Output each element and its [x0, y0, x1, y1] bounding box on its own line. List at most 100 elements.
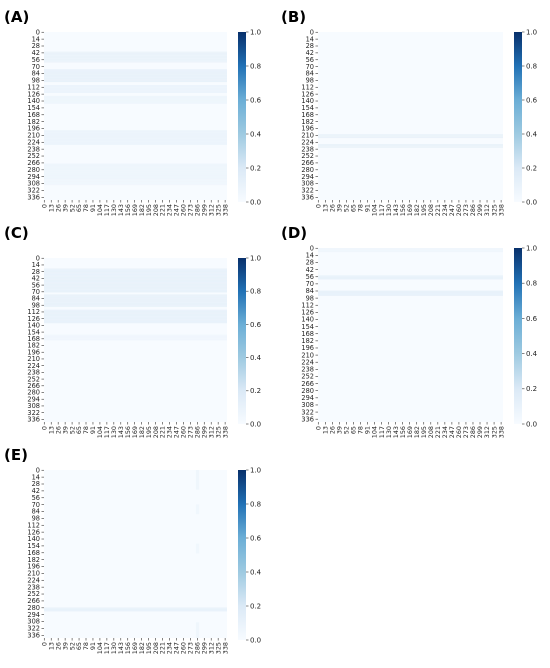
x-tick-label: 65	[75, 426, 83, 434]
x-tick-label: 299	[476, 426, 484, 438]
x-tick-label: 260	[455, 426, 463, 438]
x-tick-label: 78	[357, 204, 365, 212]
y-tick-label: 210	[301, 351, 314, 359]
x-tick-label: 52	[68, 426, 76, 434]
y-tick-label: 70	[32, 63, 40, 71]
heatmap-column-segment	[195, 543, 200, 554]
y-tick-label: 336	[27, 416, 40, 424]
y-tick-label: 140	[27, 322, 40, 330]
y-tick-label: 322	[27, 187, 40, 195]
x-tick-label: 143	[392, 204, 400, 216]
y-tick-label: 112	[27, 521, 40, 529]
x-tick-label: 117	[378, 204, 386, 216]
heatmap-band	[44, 607, 227, 612]
y-tick-label: 238	[27, 369, 40, 377]
x-tick-label: 26	[54, 426, 62, 434]
y-tick-label: 196	[27, 563, 40, 571]
x-tick-label: 13	[322, 426, 330, 434]
heatmap-panel: (B)0142842567084981121261401541681821962…	[281, 8, 538, 216]
y-tick-label: 322	[27, 625, 40, 633]
y-tick-label: 252	[27, 375, 40, 383]
y-tick-label: 0	[310, 244, 314, 252]
colorbar-tick-label: 0.2	[526, 385, 537, 393]
y-tick-label: 294	[301, 394, 314, 402]
heatmap-column-segment	[195, 504, 200, 515]
x-tick-label: 234	[166, 642, 174, 654]
y-tick-label: 0	[36, 254, 40, 262]
x-tick-label: 117	[378, 426, 386, 438]
y-tick-label: 70	[32, 288, 40, 296]
y-tick-label: 154	[27, 328, 40, 336]
x-tick-label: 52	[343, 426, 351, 434]
x-tick-label: 91	[89, 204, 97, 212]
y-tick-label: 126	[301, 309, 314, 317]
heatmap-band	[318, 275, 503, 280]
y-tick-label: 210	[27, 570, 40, 578]
y-tick-label: 294	[27, 173, 40, 181]
x-tick-label: 234	[166, 426, 174, 438]
y-tick-label: 56	[32, 494, 40, 502]
y-tick-label: 224	[27, 576, 40, 584]
y-tick-label: 70	[306, 63, 314, 71]
colorbar-tick-label: 1.0	[250, 28, 261, 36]
y-tick-label: 98	[32, 301, 40, 309]
x-tick-label: 39	[336, 204, 344, 212]
x-tick-label: 0	[40, 642, 48, 646]
colorbar	[238, 32, 246, 202]
x-tick-label: 234	[166, 204, 174, 216]
y-tick-label: 266	[301, 159, 314, 167]
x-tick-label: 195	[420, 426, 428, 438]
y-tick-label: 14	[32, 473, 40, 481]
y-tick-label: 280	[27, 604, 40, 612]
x-tick-label: 286	[469, 426, 477, 438]
y-tick-label: 42	[32, 275, 40, 283]
y-tick-label: 224	[27, 362, 40, 370]
x-tick-label: 91	[364, 426, 372, 434]
x-tick-label: 143	[117, 204, 125, 216]
x-tick-label: 247	[448, 204, 456, 216]
colorbar-tick-label: 0.6	[526, 315, 538, 323]
y-tick-label: 252	[27, 152, 40, 160]
x-tick-label: 91	[89, 426, 97, 434]
x-tick-label: 182	[138, 642, 146, 654]
x-tick-label: 0	[40, 426, 48, 430]
colorbar-tick-label: 0.4	[526, 350, 538, 358]
colorbar-tick-label: 1.0	[250, 466, 261, 474]
y-tick-label: 28	[306, 259, 314, 267]
x-tick-label: 299	[200, 426, 208, 438]
y-tick-label: 126	[27, 528, 40, 536]
y-tick-label: 84	[32, 508, 40, 516]
x-tick-label: 78	[357, 426, 365, 434]
x-tick-label: 195	[145, 642, 153, 654]
x-tick-label: 273	[462, 426, 470, 438]
x-tick-label: 221	[159, 204, 167, 216]
x-tick-label: 143	[117, 642, 125, 654]
y-tick-label: 112	[301, 83, 314, 91]
x-tick-label: 247	[173, 426, 181, 438]
y-tick-label: 196	[301, 125, 314, 133]
heatmap-band	[44, 309, 227, 324]
y-tick-label: 336	[27, 631, 40, 639]
x-tick-label: 195	[420, 204, 428, 216]
y-tick-label: 280	[301, 387, 314, 395]
x-tick-label: 338	[221, 642, 229, 654]
y-tick-label: 182	[27, 118, 40, 126]
y-tick-label: 14	[32, 261, 40, 269]
panel-label: (C)	[4, 224, 29, 242]
x-tick-label: 78	[82, 642, 90, 650]
y-tick-label: 238	[301, 145, 314, 153]
y-tick-label: 28	[32, 480, 40, 488]
x-tick-label: 182	[413, 204, 421, 216]
y-tick-label: 308	[27, 180, 40, 188]
y-tick-label: 140	[27, 535, 40, 543]
y-tick-label: 308	[27, 618, 40, 626]
y-tick-label: 42	[32, 487, 40, 495]
colorbar-tick-label: 0.8	[526, 280, 537, 288]
y-tick-label: 98	[32, 77, 40, 85]
x-tick-label: 117	[103, 426, 111, 438]
x-tick-label: 91	[364, 204, 372, 212]
x-tick-label: 65	[75, 204, 83, 212]
heatmap-panel: (E)0142842567084981121261401541681821962…	[4, 446, 262, 654]
colorbar	[238, 470, 246, 640]
y-tick-label: 84	[32, 70, 40, 78]
